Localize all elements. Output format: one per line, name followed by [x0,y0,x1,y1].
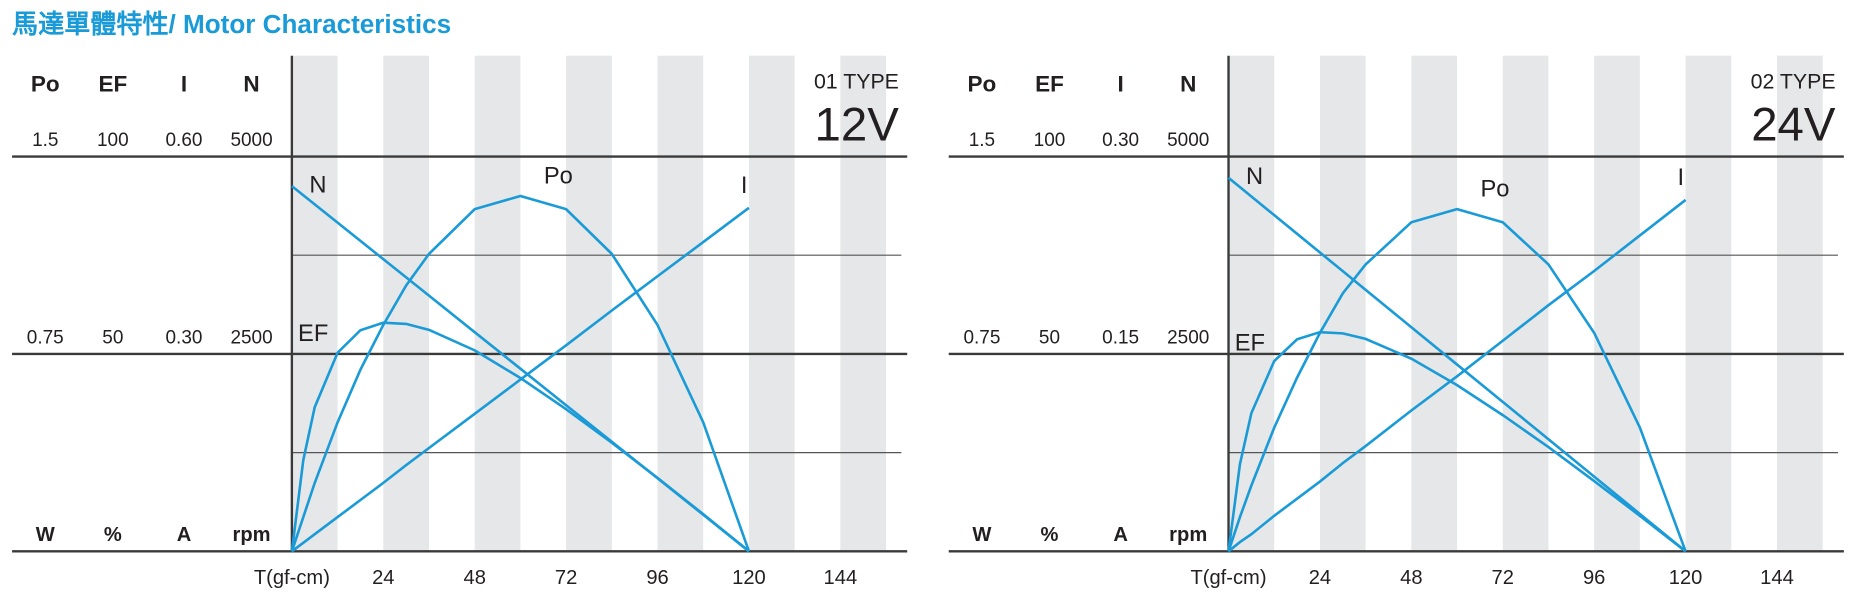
y-tick-label: 100 [1034,130,1066,151]
x-tick-label: 48 [463,567,485,589]
stripe [566,55,612,552]
curve [290,194,751,552]
series-label: Po [1480,176,1509,202]
x-tick-label: 24 [372,567,394,589]
stripe [657,55,704,552]
x-tick-label: 96 [646,567,668,589]
curve [291,206,750,553]
axis-unit: % [1041,524,1059,546]
x-tick-label: T(gf-cm) [1190,567,1266,589]
y-tick-label: 0.30 [166,328,203,349]
axis-name: Po [968,71,997,96]
stripe [1502,55,1549,552]
axis-name: I [1117,71,1123,96]
axis-name: Po [31,71,60,96]
voltage-label: 12V [815,99,900,152]
axis-unit: W [36,524,55,546]
y-tick-label: 1.5 [32,130,58,151]
stripe [1411,55,1458,552]
axis-name: EF [98,71,127,96]
axis-unit: W [972,524,991,546]
stripe [1594,55,1640,552]
series-label: EF [298,321,328,347]
y-tick-label: 2500 [230,328,272,349]
type-label: 02 TYPE [1751,70,1836,94]
x-tick-label: 72 [1492,567,1514,589]
x-tick-label: 72 [555,567,577,589]
x-tick-label: 144 [1760,567,1794,589]
series-label: EF [1235,330,1265,356]
curve [1227,330,1687,553]
axis-name: N [243,71,259,96]
y-tick-label: 5000 [1167,130,1209,151]
curve [1227,198,1687,553]
x-tick-label: 120 [732,567,766,589]
x-tick-label: 48 [1400,567,1422,589]
voltage-label: 24V [1751,99,1836,152]
x-tick-label: 24 [1309,567,1331,589]
stripe [291,55,338,552]
axis-name: I [181,71,187,96]
axis-unit: % [104,524,122,546]
y-tick-label: 1.5 [969,130,995,151]
stripe [1319,55,1366,552]
y-tick-label: 0.75 [963,328,1000,349]
type-label: 01 TYPE [814,70,899,94]
y-tick-label: 5000 [230,130,272,151]
axis-unit: A [177,524,192,546]
x-tick-label: T(gf-cm) [254,567,330,589]
curve [291,185,750,553]
axis-unit: A [1113,524,1128,546]
axis-name: EF [1035,71,1064,96]
y-tick-label: 0.75 [27,328,64,349]
series-label: Po [544,163,573,189]
stripe [840,55,887,552]
y-tick-label: 0.15 [1102,328,1139,349]
axis-name: N [1180,71,1196,96]
stripe [748,55,795,552]
axis-unit: rpm [1169,524,1207,546]
x-tick-label: 144 [824,567,858,589]
curve [1227,207,1687,552]
stripe [1685,55,1732,552]
series-label: N [309,172,326,198]
y-tick-label: 100 [97,130,129,151]
y-tick-label: 0.60 [166,130,203,151]
page-title: 馬達單體特性/ Motor Characteristics [12,9,451,39]
stripe [1228,55,1275,552]
series-label: I [741,173,748,199]
axis-unit: rpm [233,524,271,546]
stripe [474,55,521,552]
curve [1227,176,1687,553]
x-tick-label: 96 [1583,567,1605,589]
y-tick-label: 2500 [1167,328,1209,349]
stripe [383,55,429,552]
y-tick-label: 50 [102,328,123,349]
series-label: I [1678,165,1685,191]
stripe [1776,55,1823,552]
y-tick-label: 50 [1039,328,1060,349]
series-label: N [1246,164,1263,190]
y-tick-label: 0.30 [1102,130,1139,151]
x-tick-label: 120 [1669,567,1703,589]
